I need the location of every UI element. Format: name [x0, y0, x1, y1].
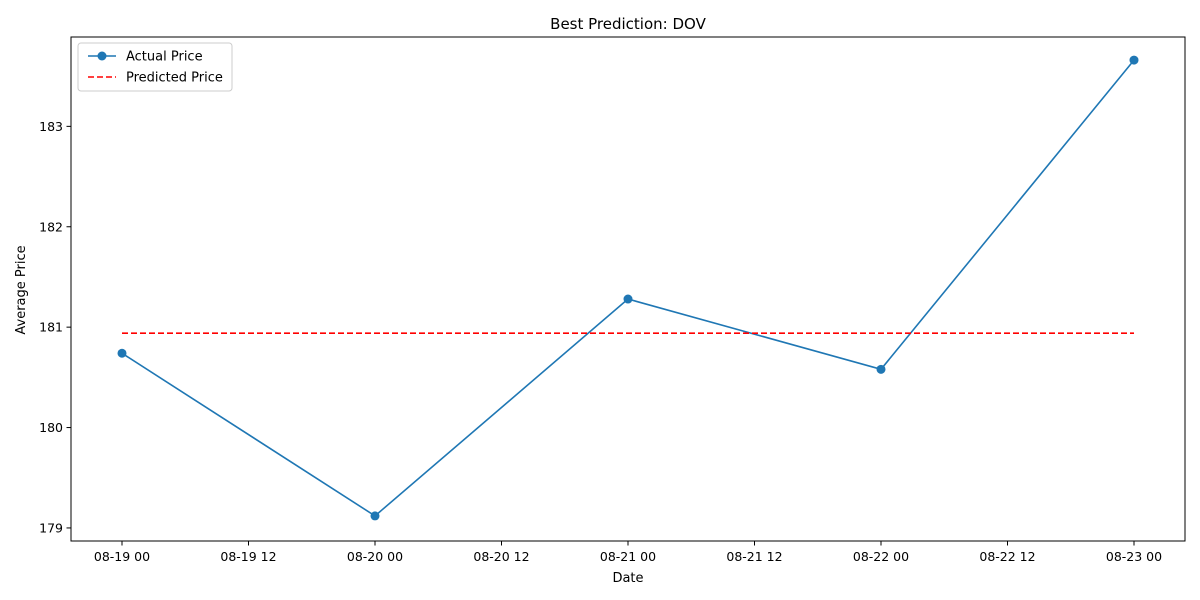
legend-label-actual-price: Actual Price [126, 50, 203, 65]
x-tick-label: 08-22 12 [979, 549, 1035, 564]
legend-box [77, 42, 233, 92]
plot-area: 08-19 00 08-19 12 08-20 00 08-20 12 08-21 00… [39, 36, 1186, 564]
data-point [370, 511, 380, 521]
y-tick-label: 182 [39, 219, 63, 234]
data-point [1129, 55, 1139, 65]
y-tick-label: 180 [39, 420, 63, 435]
legend-label-predicted-price: Predicted Price [126, 71, 223, 86]
x-tick-label: 08-19 00 [94, 549, 150, 564]
data-point [117, 348, 127, 358]
x-tick-label: 08-19 12 [220, 549, 276, 564]
y-axis-label: Average Price [14, 245, 29, 334]
data-point [876, 364, 886, 374]
x-axis-label: Date [612, 571, 643, 586]
data-point [623, 294, 633, 304]
y-tick-label: 179 [39, 520, 63, 535]
x-tick-label: 08-20 00 [347, 549, 403, 564]
y-tick-label: 183 [39, 119, 63, 134]
legend: Actual Price Predicted Price [77, 42, 233, 92]
chart-title: Best Prediction: DOV [550, 15, 706, 33]
x-tick-label: 08-20 12 [473, 549, 529, 564]
x-tick-label: 08-22 00 [853, 549, 909, 564]
y-tick-label: 181 [39, 320, 63, 335]
x-tick-label: 08-21 12 [726, 549, 782, 564]
x-tick-label: 08-23 00 [1106, 549, 1162, 564]
legend-marker-actual-price [97, 51, 107, 61]
x-tick-label: 08-21 00 [600, 549, 656, 564]
